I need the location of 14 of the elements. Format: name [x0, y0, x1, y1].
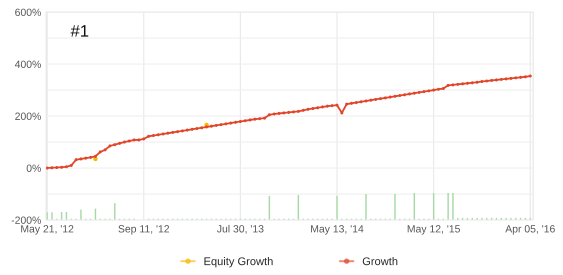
x-tick-label: Apr 05, '16 — [505, 225, 555, 235]
x-tick-label: May 21, '12 — [21, 225, 74, 235]
x-tick-label: Sep 11, '12 — [118, 225, 170, 235]
y-tick-label: 600% — [15, 8, 41, 16]
x-tick-label: May 13, '14 — [311, 225, 364, 235]
y-tick-label: 400% — [14, 60, 41, 68]
y-tick-label: 0% — [26, 164, 41, 172]
y-tick-label: -200% — [12, 216, 41, 224]
y-tick-label: 200% — [15, 112, 41, 120]
legend-label: Equity Growth — [204, 257, 273, 268]
annotation: #1 — [70, 25, 88, 37]
x-tick-label: Jul 30, '13 — [216, 224, 264, 234]
legend-label: Growth — [362, 257, 398, 266]
x-tick-label: May 12, '15 — [408, 225, 460, 235]
